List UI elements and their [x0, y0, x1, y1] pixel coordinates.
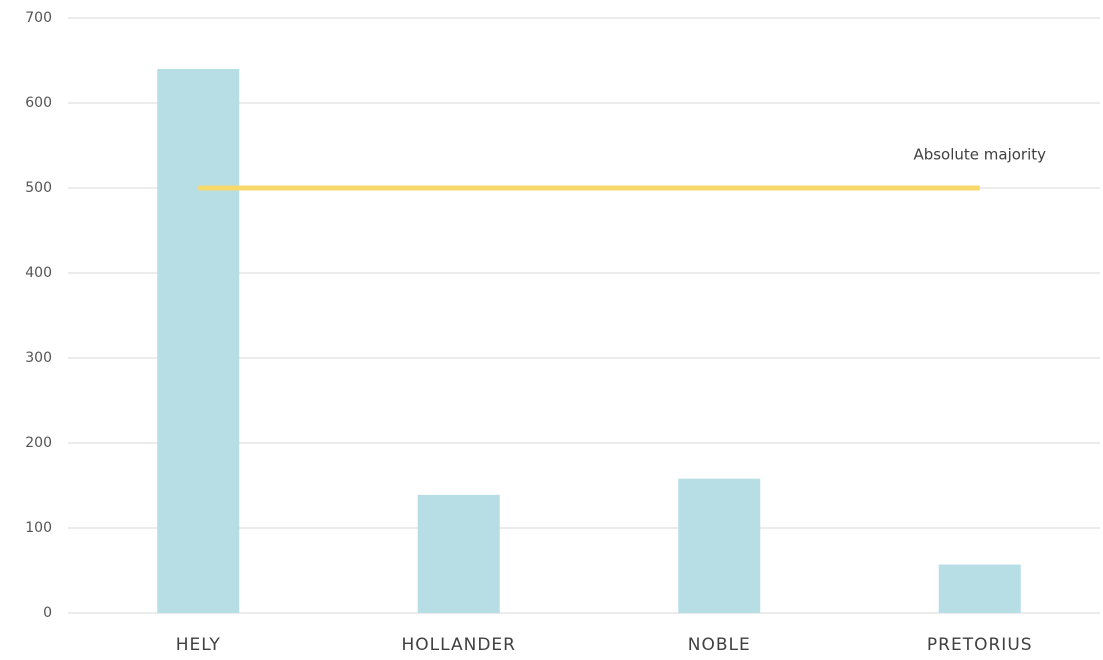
x-tick-label: PRETORIUS [927, 635, 1033, 655]
bar [938, 564, 1021, 613]
bar [678, 478, 761, 613]
bar [157, 69, 240, 613]
bar [417, 494, 500, 613]
reference-label: Absolute majority [913, 146, 1046, 164]
y-tick-label: 100 [25, 520, 52, 536]
y-tick-label: 200 [25, 435, 52, 451]
y-tick-label: 700 [25, 10, 52, 26]
x-tick-label: HOLLANDER [402, 635, 517, 655]
x-tick-label: HELY [176, 635, 221, 655]
y-tick-label: 0 [43, 605, 52, 621]
x-tick-label: NOBLE [688, 635, 751, 655]
y-tick-label: 500 [25, 180, 52, 196]
y-tick-label: 300 [25, 350, 52, 366]
y-tick-label: 600 [25, 95, 52, 111]
y-tick-label: 400 [25, 265, 52, 281]
